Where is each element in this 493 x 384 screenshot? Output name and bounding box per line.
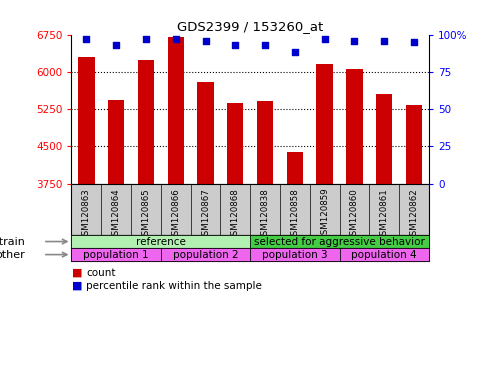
Text: reference: reference (136, 237, 186, 247)
Bar (287, 152, 303, 184)
Text: GSM120867: GSM120867 (201, 188, 210, 241)
Bar (138, 60, 154, 184)
Point (231, 42, 239, 48)
Text: count: count (86, 268, 116, 278)
Text: GSM120864: GSM120864 (111, 188, 121, 241)
Bar (227, 103, 244, 184)
Bar (376, 94, 392, 184)
Bar (406, 105, 422, 184)
Text: GSM120866: GSM120866 (171, 188, 180, 241)
Point (202, 38, 210, 44)
Bar (250, 248, 340, 261)
Bar (250, 235, 429, 248)
Text: other: other (0, 250, 25, 260)
Bar (257, 101, 273, 184)
Text: strain: strain (0, 237, 25, 247)
Point (380, 38, 388, 44)
Bar (108, 100, 124, 184)
Text: population 4: population 4 (352, 250, 417, 260)
Text: population 3: population 3 (262, 250, 328, 260)
Bar (168, 37, 184, 184)
Point (261, 42, 269, 48)
Point (321, 36, 329, 42)
Point (351, 38, 358, 44)
Text: GSM120838: GSM120838 (261, 188, 270, 241)
Point (172, 36, 179, 42)
Text: population 2: population 2 (173, 250, 238, 260)
Bar (71, 248, 161, 261)
Text: GSM120863: GSM120863 (82, 188, 91, 241)
Text: GSM120861: GSM120861 (380, 188, 389, 241)
Point (410, 39, 418, 45)
Bar (78, 58, 95, 184)
Text: percentile rank within the sample: percentile rank within the sample (86, 281, 262, 291)
Text: GSM120865: GSM120865 (141, 188, 150, 241)
Bar (340, 248, 429, 261)
Text: ■: ■ (71, 268, 82, 278)
Text: GSM120858: GSM120858 (290, 188, 299, 241)
Bar (197, 82, 213, 184)
Bar (71, 235, 250, 248)
Bar (71, 184, 429, 235)
Text: GSM120868: GSM120868 (231, 188, 240, 241)
Text: selected for aggressive behavior: selected for aggressive behavior (254, 237, 425, 247)
Text: GSM120859: GSM120859 (320, 188, 329, 240)
Text: ■: ■ (71, 281, 82, 291)
Point (291, 50, 299, 56)
Text: GSM120860: GSM120860 (350, 188, 359, 241)
Text: population 1: population 1 (83, 250, 149, 260)
Text: GSM120862: GSM120862 (410, 188, 419, 241)
Point (82, 36, 90, 42)
Bar (161, 248, 250, 261)
Title: GDS2399 / 153260_at: GDS2399 / 153260_at (177, 20, 323, 33)
Point (112, 42, 120, 48)
Bar (317, 65, 333, 184)
Point (142, 36, 150, 42)
Bar (346, 69, 363, 184)
